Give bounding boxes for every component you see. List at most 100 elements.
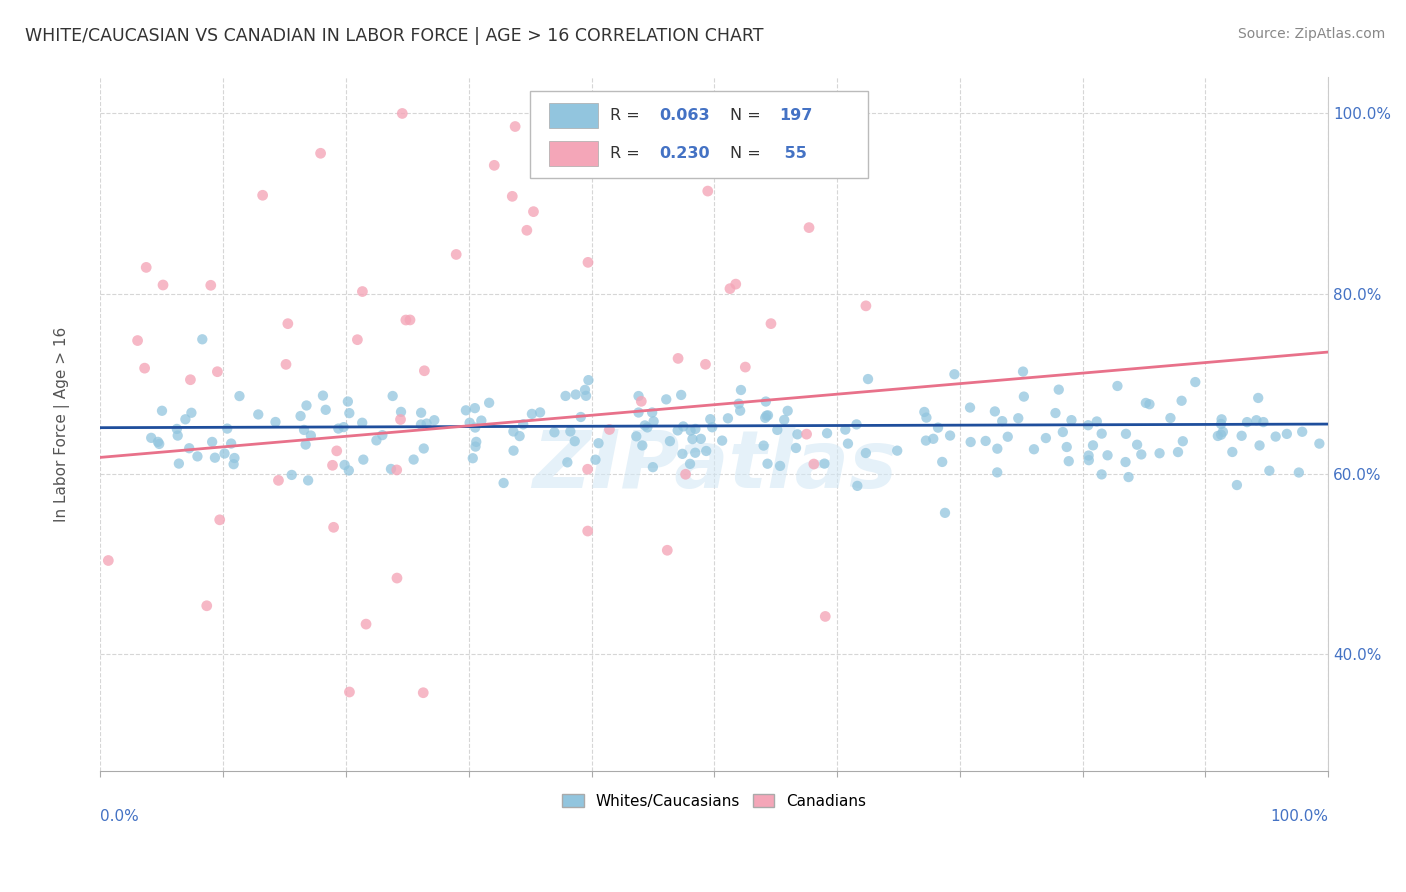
- Point: [855, 446, 877, 460]
- Point: [588, 436, 610, 450]
- Point: [179, 373, 201, 387]
- Point: [214, 446, 236, 460]
- Point: [886, 443, 908, 458]
- Point: [321, 458, 343, 473]
- Point: [389, 412, 412, 426]
- Point: [295, 399, 318, 413]
- Point: [1118, 470, 1140, 484]
- Point: [167, 457, 190, 471]
- Text: R =: R =: [610, 146, 645, 161]
- Point: [454, 403, 477, 417]
- Point: [412, 442, 434, 456]
- Point: [336, 394, 359, 409]
- Point: [346, 333, 368, 347]
- Point: [217, 421, 239, 435]
- Point: [1107, 379, 1129, 393]
- Point: [412, 686, 434, 700]
- Point: [1249, 438, 1271, 452]
- Point: [179, 442, 201, 456]
- Point: [636, 420, 658, 434]
- Point: [1288, 466, 1310, 480]
- Point: [337, 406, 360, 420]
- Point: [423, 413, 446, 427]
- Text: WHITE/CAUCASIAN VS CANADIAN IN LABOR FORCE | AGE > 16 CORRELATION CHART: WHITE/CAUCASIAN VS CANADIAN IN LABOR FOR…: [25, 27, 763, 45]
- Point: [135, 260, 157, 275]
- Point: [727, 397, 749, 411]
- Point: [734, 360, 756, 375]
- Point: [322, 520, 344, 534]
- Point: [669, 388, 692, 402]
- Point: [1211, 412, 1233, 426]
- Point: [352, 416, 374, 430]
- Point: [413, 364, 436, 378]
- Point: [773, 413, 796, 427]
- Point: [1052, 425, 1074, 439]
- Point: [1264, 429, 1286, 443]
- Point: [470, 413, 492, 427]
- Point: [785, 441, 807, 455]
- Point: [1091, 467, 1114, 482]
- Point: [1007, 411, 1029, 425]
- Point: [630, 394, 652, 409]
- Point: [464, 420, 486, 434]
- Point: [1159, 411, 1181, 425]
- Point: [1130, 447, 1153, 461]
- Point: [1212, 425, 1234, 439]
- Point: [755, 394, 778, 409]
- Point: [718, 282, 741, 296]
- Point: [931, 455, 953, 469]
- Point: [803, 457, 825, 471]
- Point: [200, 278, 222, 293]
- Point: [855, 299, 877, 313]
- Point: [465, 434, 488, 449]
- Point: [1012, 365, 1035, 379]
- Point: [146, 434, 169, 449]
- Point: [1077, 449, 1099, 463]
- Point: [458, 416, 481, 430]
- Point: [627, 405, 650, 419]
- Point: [141, 431, 163, 445]
- Point: [766, 423, 789, 437]
- Point: [1246, 413, 1268, 427]
- Point: [1209, 417, 1232, 431]
- Point: [166, 422, 188, 436]
- Point: [332, 420, 354, 434]
- Point: [503, 120, 526, 134]
- Point: [134, 361, 156, 376]
- Point: [986, 466, 1008, 480]
- Point: [385, 463, 408, 477]
- Point: [328, 421, 350, 435]
- Point: [856, 372, 879, 386]
- Point: [672, 419, 695, 434]
- Point: [1167, 445, 1189, 459]
- Point: [512, 417, 534, 432]
- Point: [502, 425, 524, 439]
- Point: [943, 368, 966, 382]
- Point: [631, 438, 654, 452]
- Text: 0.063: 0.063: [659, 108, 710, 123]
- Point: [292, 423, 315, 437]
- Point: [352, 285, 374, 299]
- Point: [264, 415, 287, 429]
- Point: [912, 405, 935, 419]
- Point: [939, 428, 962, 442]
- Point: [574, 383, 596, 397]
- Point: [152, 278, 174, 293]
- Point: [1060, 413, 1083, 427]
- Point: [309, 146, 332, 161]
- Point: [759, 317, 782, 331]
- Point: [569, 409, 592, 424]
- Point: [1091, 426, 1114, 441]
- Point: [1012, 390, 1035, 404]
- Point: [927, 420, 949, 434]
- Point: [1149, 446, 1171, 460]
- Point: [222, 457, 245, 471]
- Text: N =: N =: [730, 146, 766, 161]
- Text: 100.0%: 100.0%: [1270, 809, 1329, 824]
- Point: [1308, 436, 1330, 450]
- Point: [150, 404, 173, 418]
- Point: [657, 543, 679, 558]
- Point: [681, 432, 703, 446]
- Point: [204, 450, 226, 465]
- Point: [845, 417, 868, 432]
